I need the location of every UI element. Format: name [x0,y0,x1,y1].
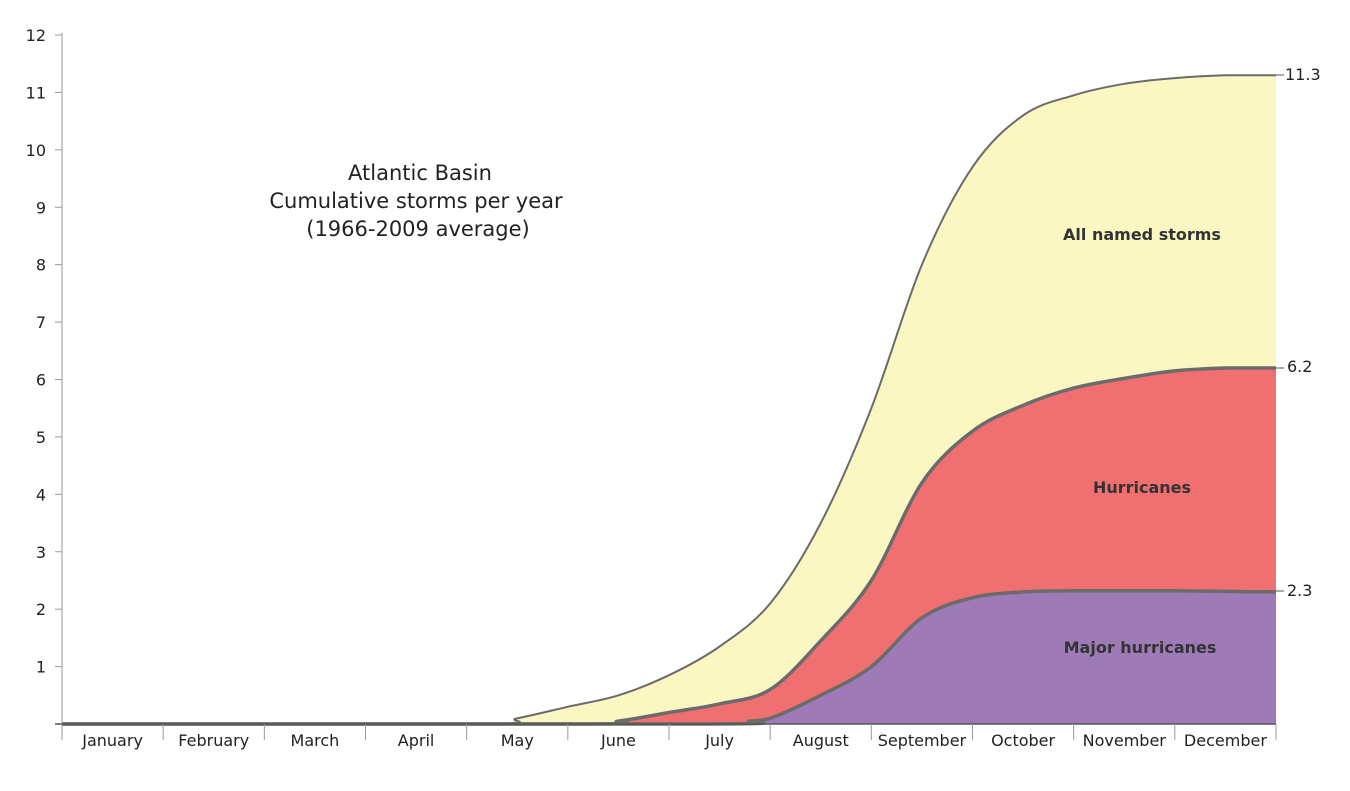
x-tick-label: November [1083,731,1167,750]
x-tick-label: August [793,731,849,750]
x-tick-label: December [1184,731,1267,750]
area-fill-major-hurricanes [62,590,1276,724]
x-tick-label: March [291,731,340,750]
y-tick-label: 9 [36,198,46,217]
y-tick-label: 6 [36,371,46,390]
region-label-hurricanes: Hurricanes [1093,478,1191,497]
chart-title: Atlantic Basin Cumulative storms per yea… [269,161,563,241]
end-labels: 11.3 6.2 2.3 [1276,65,1321,600]
x-tick-label: October [991,731,1055,750]
x-tick-label: January [81,731,143,750]
x-tick-label: February [178,731,249,750]
x-tick-label: September [878,731,967,750]
region-label-all-named-storms: All named storms [1063,225,1221,244]
y-tick-label: 11 [26,83,46,102]
y-tick-label: 5 [36,428,46,447]
chart-title-line-2: Cumulative storms per year [269,189,563,213]
x-tick-label: May [501,731,534,750]
y-tick-label: 2 [36,600,46,619]
region-label-major-hurricanes: Major hurricanes [1064,638,1217,657]
area-series-group [61,74,1277,726]
y-tick-label: 12 [26,26,46,45]
chart-title-line-3: (1966-2009 average) [306,217,530,241]
x-tick-label: July [704,731,734,750]
y-tick-label: 3 [36,543,46,562]
y-tick-label: 4 [36,485,46,504]
end-label-hurricanes: 6.2 [1287,357,1312,376]
region-labels: All named storms Hurricanes Major hurric… [1063,225,1221,657]
x-tick-label: June [600,731,636,750]
end-label-major-hurricanes: 2.3 [1287,581,1312,600]
y-tick-label: 10 [26,141,46,160]
y-tick-label: 8 [36,256,46,275]
chart-title-line-1: Atlantic Basin [348,161,492,185]
y-tick-label: 7 [36,313,46,332]
area-line-all-named-storms [61,74,1276,726]
x-tick-label: April [398,731,435,750]
end-label-all-named-storms: 11.3 [1285,65,1321,84]
y-tick-label: 1 [36,658,46,677]
